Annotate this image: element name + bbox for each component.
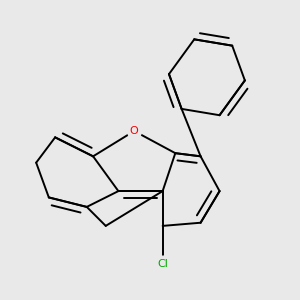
Text: O: O bbox=[130, 126, 139, 136]
Text: Cl: Cl bbox=[157, 259, 168, 269]
